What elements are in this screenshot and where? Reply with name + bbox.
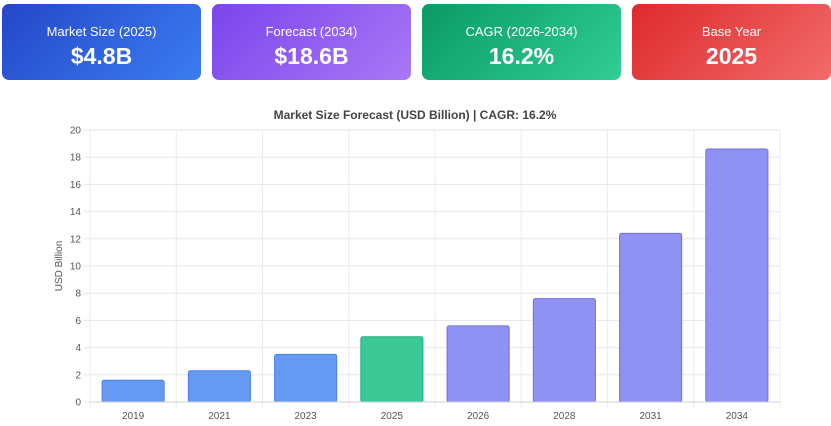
cagr-value: 16.2%: [488, 43, 555, 69]
market-size-label: Market Size (2025): [46, 24, 157, 39]
base-year-label: Base Year: [701, 24, 762, 39]
market-size-value: $4.8B: [70, 43, 133, 69]
y-tick-label: 8: [75, 289, 81, 300]
y-tick-label: 10: [70, 262, 82, 273]
forecast-card: Forecast (2034) $18.6B: [212, 4, 411, 80]
y-axis-label: USD Billion: [54, 241, 65, 292]
bar-2034[interactable]: [705, 148, 769, 403]
chart-title: Market Size Forecast (USD Billion) | CAG…: [274, 108, 557, 122]
bar-2023[interactable]: [274, 353, 338, 403]
y-tick-label: 2: [75, 370, 81, 381]
x-tick-label: 2026: [467, 411, 490, 422]
x-tick-label: 2025: [381, 411, 404, 422]
base-year-card: Base Year 2025: [632, 4, 831, 80]
bar-2028[interactable]: [532, 298, 596, 403]
cagr-card: CAGR (2026-2034) 16.2%: [422, 4, 621, 80]
y-tick-label: 16: [70, 180, 82, 191]
y-tick-label: 0: [75, 398, 81, 409]
x-tick-label: 2023: [295, 411, 318, 422]
axes: 0 2 4 6 8 10 12 14 16 18 20 2019 2021 2023 2025 2026 202…: [70, 126, 780, 422]
forecast-label: Forecast (2034): [265, 24, 358, 39]
base-year-value: 2025: [705, 43, 758, 69]
bar-2025[interactable]: [360, 336, 424, 403]
market-size-card: Market Size (2025) $4.8B: [2, 4, 201, 80]
kpi-cards: Market Size (2025) $4.8B Forecast (2034)…: [0, 0, 831, 84]
bar-2026[interactable]: [446, 325, 510, 403]
bar-2019[interactable]: [101, 379, 165, 403]
y-tick-label: 14: [70, 207, 82, 218]
y-tick-label: 4: [75, 343, 81, 354]
grid-lines: [84, 129, 781, 408]
bar-2021[interactable]: [187, 370, 251, 403]
x-tick-label: 2028: [553, 411, 576, 422]
bar-2031[interactable]: [619, 232, 683, 403]
market-size-chart: Market Size Forecast (USD Billion) | CAG…: [54, 108, 781, 422]
y-tick-label: 18: [70, 153, 82, 164]
cagr-label: CAGR (2026-2034): [465, 24, 578, 39]
y-tick-label: 6: [75, 316, 81, 327]
x-tick-label: 2034: [726, 411, 749, 422]
forecast-value: $18.6B: [274, 43, 349, 69]
x-tick-label: 2031: [640, 411, 663, 422]
x-tick-label: 2021: [208, 411, 231, 422]
x-tick-label: 2019: [122, 411, 145, 422]
y-tick-label: 12: [70, 234, 82, 245]
y-tick-label: 20: [70, 126, 82, 137]
